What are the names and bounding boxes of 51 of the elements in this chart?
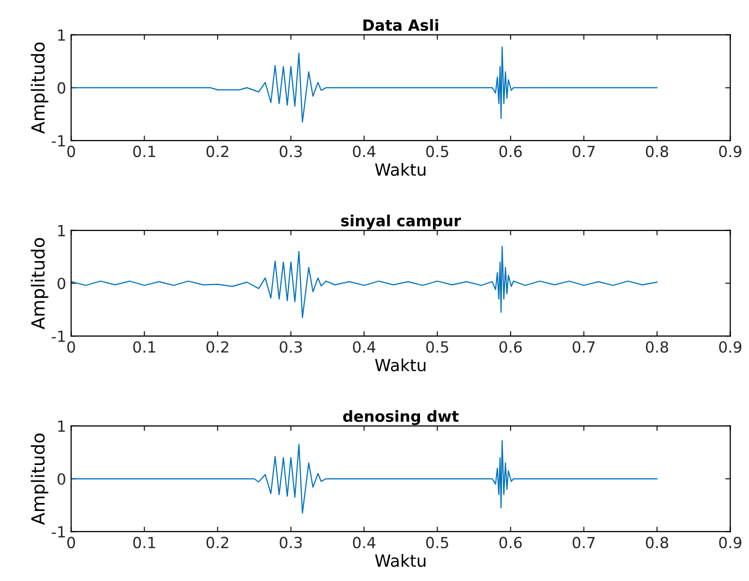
x-tick-label: 0.8 [646, 146, 668, 158]
y-axis-title: Amplitudo [30, 42, 48, 134]
y-tick-label: 1 [58, 30, 65, 41]
x-tick-label: 0.2 [206, 341, 228, 353]
y-tick-label: 0 [58, 82, 66, 94]
x-tick-label: 0.4 [352, 536, 376, 548]
x-tick-label: 0.5 [426, 146, 448, 158]
line-series [71, 246, 658, 318]
x-tick-label: 0.5 [426, 341, 448, 353]
y-tick-label: 0 [58, 473, 66, 485]
x-tick-label: 0.1 [133, 341, 156, 353]
x-tick-label: 0.9 [719, 341, 742, 353]
x-tick-label: 0.9 [719, 536, 742, 548]
x-tick-label: 0.1 [133, 146, 156, 158]
chart-title: denosing dwt [343, 410, 459, 426]
y-tick-label: 0 [58, 278, 66, 290]
x-tick-label: 0.8 [646, 536, 668, 548]
x-tick-label: 0.6 [499, 536, 522, 548]
x-tick-label: 0.2 [206, 146, 228, 158]
y-tick-label: 1 [58, 420, 65, 432]
y-tick-label: -1 [52, 526, 65, 538]
x-tick-label: 0.1 [133, 536, 156, 548]
line-series [71, 440, 658, 514]
x-tick-label: 0.2 [206, 536, 228, 548]
x-tick-label: 0.7 [572, 146, 595, 158]
x-tick-label: 0.6 [499, 341, 522, 353]
x-tick-label: 0.5 [426, 536, 448, 548]
x-axis-title: Waktu [375, 358, 426, 372]
x-tick-label: 0 [67, 146, 75, 158]
x-tick-label: 0.4 [352, 341, 376, 353]
x-tick-label: 0.6 [499, 146, 522, 158]
x-axis-title: Waktu [375, 162, 426, 176]
x-tick-label: 0.3 [280, 341, 302, 353]
x-tick-label: 0.8 [646, 341, 668, 353]
x-tick-label: 0 [67, 341, 75, 353]
x-tick-label: 0 [67, 536, 75, 548]
y-axis-title: Amplitudo [30, 434, 48, 525]
x-tick-label: 0.4 [352, 146, 376, 158]
x-tick-label: 0.7 [572, 341, 595, 353]
x-tick-label: 0.3 [280, 536, 302, 548]
line-series [71, 46, 658, 123]
chart-title: sinyal campur [341, 214, 462, 230]
y-axis-title: Amplitudo [30, 238, 48, 330]
y-tick-label: -1 [52, 135, 65, 146]
x-tick-label: 0.7 [572, 536, 595, 548]
x-axis-title: Waktu [375, 554, 426, 567]
x-tick-label: 0.3 [280, 146, 302, 158]
x-tick-label: 0.9 [719, 146, 742, 158]
chart-title: Data Asli [363, 19, 438, 31]
y-tick-label: 1 [58, 225, 65, 236]
y-tick-label: -1 [52, 330, 65, 342]
